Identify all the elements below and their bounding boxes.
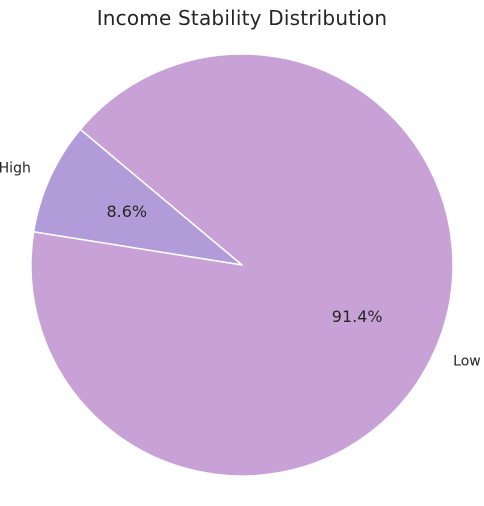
slice-percent-high: 8.6% [106,202,147,221]
slice-label-low: Low [453,353,481,369]
slice-percent-low: 91.4% [332,307,383,326]
chart-title: Income Stability Distribution [96,6,388,30]
pie-slice-high [32,128,243,266]
pie-slices [30,53,454,477]
pie-labels: High 8.6% Low 91.4% [0,161,481,370]
slice-label-high: High [0,161,31,177]
pie-slice-low [30,53,454,477]
